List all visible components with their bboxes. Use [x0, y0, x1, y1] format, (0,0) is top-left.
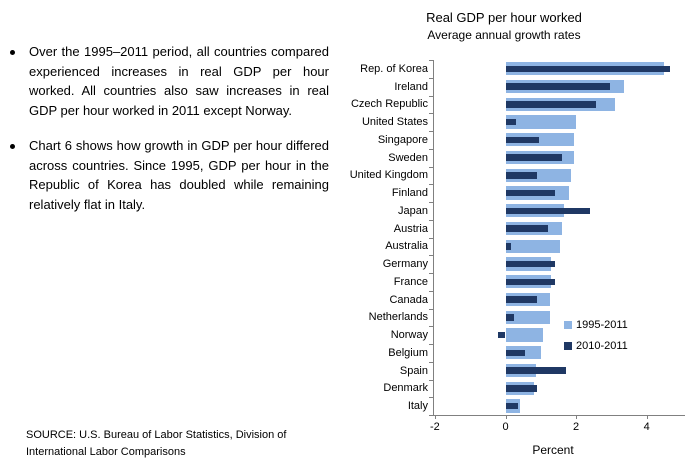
x-tick-label: 4 — [643, 421, 650, 433]
category-tick — [429, 255, 433, 257]
category-label: Singapore — [377, 133, 428, 146]
category-label: Sweden — [388, 151, 428, 164]
plot-area: Rep. of Korea Ireland Czech Republic United… — [350, 60, 685, 433]
chart-subtitle: Average annual growth rates — [427, 28, 581, 42]
category-label: Italy — [407, 400, 428, 413]
category-label: Japan — [398, 204, 428, 217]
legend-item-2010-2011: 2010-2011 — [564, 339, 628, 352]
legend-label-2010-2011: 2010-2011 — [576, 339, 628, 352]
category-label: Belgium — [388, 346, 428, 359]
x-tick — [434, 415, 436, 419]
category-label: Spain — [399, 364, 428, 377]
source-note: SOURCE: U.S. Bureau of Labor Statistics,… — [26, 429, 287, 458]
category-tick — [429, 361, 433, 363]
legend-label-1995-2011: 1995-2011 — [576, 318, 628, 331]
category-tick — [429, 184, 433, 186]
bar-2010-2011 — [505, 189, 555, 197]
bar-2010-2011 — [505, 260, 555, 268]
bar-1995-2011 — [505, 115, 577, 129]
category-label: Austria — [393, 222, 428, 235]
x-tick — [505, 415, 507, 419]
bar-2010-2011 — [505, 207, 591, 215]
category-label: United Kingdom — [349, 169, 428, 182]
bullet-icon — [10, 143, 15, 149]
bar-2010-2011 — [505, 314, 515, 321]
bar-2010-2011 — [505, 402, 518, 410]
legend-swatch-1995-2011 — [564, 320, 572, 329]
x-tick — [646, 415, 648, 419]
category-label: Denmark — [383, 382, 428, 395]
bar-2010-2011 — [505, 367, 566, 374]
bar-2010-2011 — [505, 118, 517, 126]
bar-2010-2011 — [505, 296, 538, 303]
category-tick — [429, 166, 433, 168]
bar-1995-2011 — [505, 239, 561, 253]
bullet-text-2: Chart 6 shows how growth in GDP per hour… — [29, 137, 329, 212]
category-tick — [429, 308, 433, 310]
category-tick — [429, 344, 433, 345]
category-tick — [429, 415, 433, 416]
category-tick — [429, 326, 433, 328]
bar-2010-2011 — [505, 101, 596, 108]
legend-swatch-2010-2011 — [564, 341, 572, 350]
category-tick — [429, 397, 433, 399]
category-tick — [429, 290, 433, 292]
bar-2010-2011 — [505, 65, 670, 73]
bar-2010-2011 — [505, 83, 610, 90]
category-tick — [429, 148, 433, 150]
bar-2010-2011 — [505, 172, 538, 179]
chart-title: Real GDP per hour worked — [426, 10, 582, 25]
bar-1995-2011 — [505, 310, 550, 324]
category-tick — [429, 273, 433, 274]
bullet-text-1: Over the 1995–2011 period, all countries… — [29, 44, 329, 119]
bar-2010-2011 — [505, 243, 511, 250]
bar-2010-2011 — [505, 154, 562, 161]
category-label: Norway — [390, 329, 428, 342]
bar-2010-2011 — [505, 136, 540, 144]
category-label: Rep. of Korea — [360, 62, 428, 75]
bar-2010-2011 — [505, 225, 548, 232]
bar-2010-2011 — [498, 331, 506, 339]
x-axis-title: Percent — [532, 443, 574, 457]
category-tick — [429, 202, 433, 203]
bar-2010-2011 — [505, 278, 555, 286]
category-tick — [429, 379, 433, 381]
bullet-list: Over the 1995–2011 period, all countries… — [8, 42, 332, 230]
category-tick — [429, 219, 433, 221]
x-tick-label: 2 — [573, 421, 580, 433]
bullet-item-1: Over the 1995–2011 period, all countries… — [8, 42, 332, 121]
x-tick-label: -2 — [430, 421, 440, 433]
bullet-icon — [10, 50, 15, 55]
category-label: Germany — [382, 258, 428, 271]
category-label: Canada — [389, 293, 428, 306]
category-tick — [429, 237, 433, 239]
category-label: Netherlands — [368, 311, 428, 324]
category-label: France — [393, 275, 428, 288]
category-tick — [429, 131, 433, 132]
bar-2010-2011 — [505, 385, 538, 392]
category-label: United States — [361, 116, 428, 129]
legend-item-1995-2011: 1995-2011 — [564, 318, 628, 331]
bar-2010-2011 — [505, 349, 525, 357]
category-label: Finland — [391, 187, 428, 200]
x-tick-label: 0 — [502, 421, 509, 433]
category-label: Australia — [385, 240, 428, 253]
x-tick — [576, 415, 578, 419]
category-tick — [429, 77, 433, 79]
category-label: Czech Republic — [350, 98, 428, 111]
category-tick — [429, 60, 433, 61]
category-label: Ireland — [394, 80, 428, 93]
category-tick — [429, 113, 433, 115]
bar-1995-2011 — [505, 328, 543, 342]
bullet-item-2: Chart 6 shows how growth in GDP per hour… — [8, 136, 332, 215]
category-tick — [429, 95, 433, 97]
legend: 1995-2011 2010-2011 — [564, 319, 628, 361]
